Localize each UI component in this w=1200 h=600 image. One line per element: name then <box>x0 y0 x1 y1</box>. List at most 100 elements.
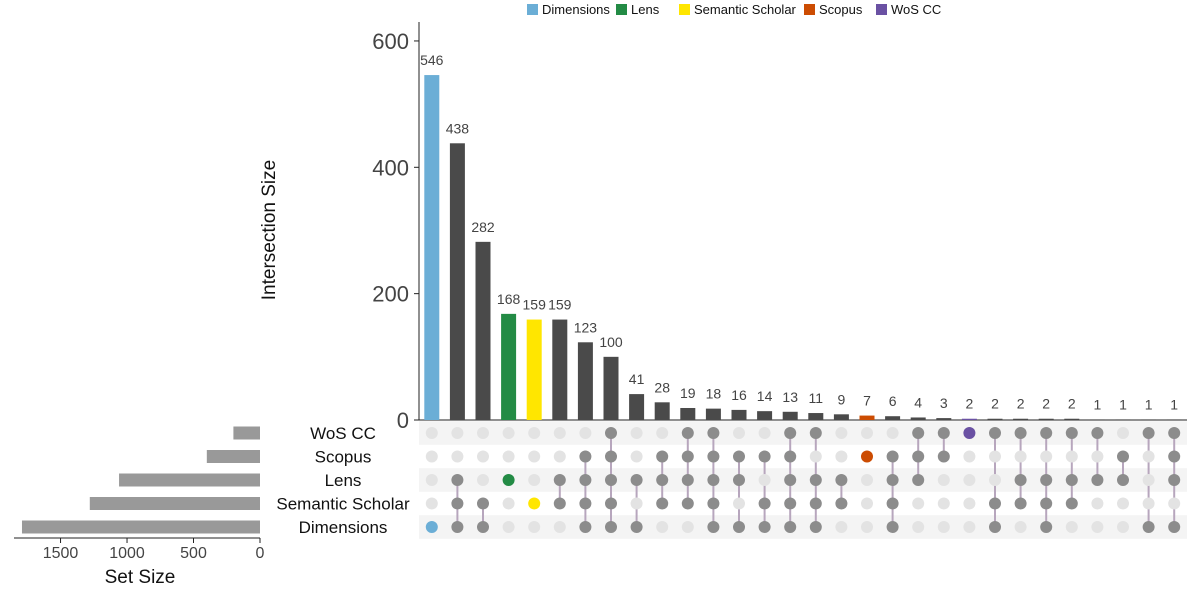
matrix-dot-11-0 <box>707 427 720 439</box>
matrix-dot-29-0 <box>1168 427 1181 439</box>
intersection-bar-25 <box>1064 418 1080 420</box>
intersection-bar-10 <box>680 407 696 420</box>
matrix-dot-5-2 <box>553 474 566 486</box>
matrix-dot-25-4 <box>1065 521 1078 533</box>
matrix-dot-12-2 <box>733 474 745 486</box>
intersection-label-0: 546 <box>420 52 444 68</box>
set-size-tick-label-3: 0 <box>256 545 265 562</box>
matrix-dot-17-0 <box>861 427 873 439</box>
legend-label-1: Lens <box>631 2 660 17</box>
matrix-dot-10-1 <box>681 450 694 463</box>
matrix-dot-2-3 <box>477 497 489 510</box>
matrix-dot-29-1 <box>1168 450 1181 463</box>
matrix-dot-23-0 <box>1014 427 1027 439</box>
intersection-bar-23 <box>1013 418 1029 420</box>
matrix-dot-27-3 <box>1117 497 1129 510</box>
matrix-dot-3-3 <box>502 497 515 510</box>
matrix-dot-12-4 <box>733 521 745 533</box>
matrix-dot-8-0 <box>630 427 643 439</box>
intersection-label-26: 1 <box>1094 396 1102 412</box>
intersection-bar-22 <box>987 418 1003 420</box>
intersection-bar-1 <box>449 143 465 421</box>
intersection-bar-5 <box>552 319 568 420</box>
set-size-tick-label-1: 1000 <box>109 545 145 562</box>
matrix-dot-0-4 <box>425 521 438 533</box>
intersection-label-23: 2 <box>1017 396 1025 412</box>
intersection-label-5: 159 <box>548 297 572 313</box>
matrix-dot-24-3 <box>1040 497 1053 510</box>
intersection-bar-20 <box>936 418 952 420</box>
matrix-dot-0-2 <box>425 474 438 486</box>
set-label-2: Lens <box>325 471 362 490</box>
intersection-label-20: 3 <box>940 395 948 411</box>
set-label-4: Dimensions <box>299 518 388 537</box>
matrix-dot-22-1 <box>989 450 1001 463</box>
y-tick-label-2: 400 <box>372 155 409 180</box>
intersection-label-8: 41 <box>629 371 645 387</box>
matrix-dot-22-0 <box>989 427 1001 439</box>
matrix-dot-15-1 <box>809 450 822 463</box>
intersection-bar-9 <box>654 402 670 420</box>
set-label-1: Scopus <box>315 448 372 467</box>
set-size-bar-2 <box>119 473 260 487</box>
intersection-label-14: 13 <box>782 389 798 405</box>
intersection-label-10: 19 <box>680 385 696 401</box>
intersection-label-11: 18 <box>706 386 722 402</box>
intersection-label-13: 14 <box>757 388 773 404</box>
matrix-dot-27-1 <box>1117 450 1129 463</box>
matrix-dot-11-2 <box>707 474 720 486</box>
matrix-dot-8-4 <box>630 521 643 533</box>
matrix-dot-16-0 <box>835 427 848 439</box>
intersection-bar-12 <box>731 409 747 420</box>
matrix-dot-24-0 <box>1040 427 1053 439</box>
matrix-dot-9-4 <box>656 521 669 533</box>
matrix-dot-4-2 <box>528 474 541 486</box>
matrix-dot-22-4 <box>989 521 1001 533</box>
matrix-dot-11-4 <box>707 521 720 533</box>
matrix-dot-20-2 <box>937 474 950 486</box>
matrix-dot-2-2 <box>477 474 489 486</box>
intersection-label-18: 6 <box>889 393 897 409</box>
matrix-dot-6-0 <box>579 427 592 439</box>
matrix-dot-29-4 <box>1168 521 1181 533</box>
intersection-bar-29 <box>1166 419 1182 420</box>
legend-label-4: WoS CC <box>891 2 941 17</box>
intersection-label-4: 159 <box>523 297 547 313</box>
intersection-bar-18 <box>885 416 901 420</box>
matrix-dot-18-0 <box>886 427 899 439</box>
matrix-dot-19-3 <box>912 497 925 510</box>
matrix-dot-19-2 <box>912 474 925 486</box>
set-size-tick-label-2: 500 <box>180 545 207 562</box>
matrix-dot-0-1 <box>425 450 438 463</box>
matrix-dot-20-1 <box>937 450 950 463</box>
matrix-dot-8-3 <box>630 497 643 510</box>
matrix-dot-12-3 <box>733 497 745 510</box>
matrix-dot-13-4 <box>758 521 771 533</box>
intersection-bar-26 <box>1089 419 1105 420</box>
legend-label-3: Scopus <box>819 2 863 17</box>
matrix-dot-20-4 <box>937 521 950 533</box>
matrix-dot-5-4 <box>553 521 566 533</box>
matrix-dot-10-4 <box>681 521 694 533</box>
matrix-dot-23-2 <box>1014 474 1027 486</box>
intersection-bar-2 <box>475 241 491 420</box>
intersection-bar-27 <box>1115 419 1131 420</box>
matrix-dot-28-2 <box>1142 474 1155 486</box>
intersection-bar-19 <box>910 417 926 420</box>
legend-swatch-3 <box>804 4 815 15</box>
matrix-dot-3-4 <box>502 521 515 533</box>
matrix-dot-25-1 <box>1065 450 1078 463</box>
matrix-dot-6-1 <box>579 450 592 463</box>
legend-swatch-0 <box>527 4 538 15</box>
matrix-dot-18-4 <box>886 521 899 533</box>
matrix-dot-4-0 <box>528 427 541 439</box>
matrix-dot-1-1 <box>451 450 464 463</box>
matrix-dot-15-3 <box>809 497 822 510</box>
matrix-dot-4-4 <box>528 521 541 533</box>
legend-swatch-4 <box>876 4 887 15</box>
matrix-dot-5-0 <box>553 427 566 439</box>
matrix-dot-17-2 <box>861 474 873 486</box>
intersection-label-2: 282 <box>471 219 495 235</box>
set-size-tick-label-0: 1500 <box>43 545 79 562</box>
matrix-dot-11-3 <box>707 497 720 510</box>
